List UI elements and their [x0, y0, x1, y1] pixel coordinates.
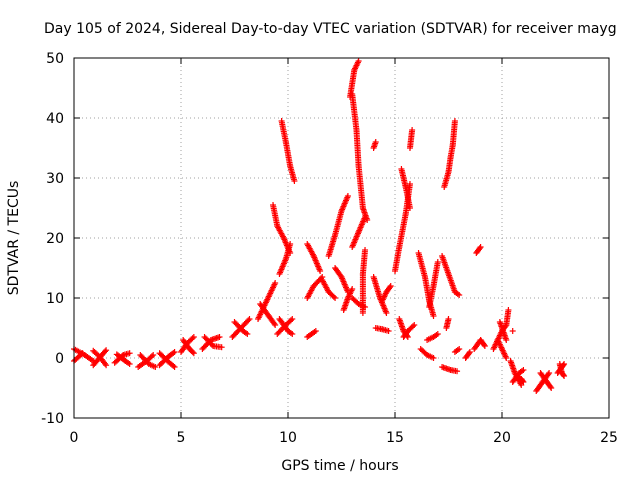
- data-point: [190, 350, 197, 357]
- data-point: [103, 347, 110, 354]
- data-point: [520, 367, 527, 373]
- data-point: [79, 350, 86, 357]
- data-point: [546, 370, 553, 376]
- data-point: [481, 343, 488, 349]
- chart-title: Day 105 of 2024, Sidereal Day-to-day VTE…: [44, 21, 617, 37]
- data-point: [383, 310, 390, 316]
- y-tick-label: 40: [46, 111, 64, 127]
- data-point: [385, 328, 392, 334]
- data-point: [411, 322, 418, 328]
- data-point: [456, 292, 463, 298]
- x-tick-label: 10: [279, 430, 297, 446]
- data-point: [78, 351, 85, 358]
- data-point: [317, 268, 324, 274]
- data-point: [445, 316, 452, 322]
- data-point: [244, 331, 251, 337]
- y-tick-label: 10: [46, 291, 64, 307]
- x-axis-label: GPS time / hours: [281, 458, 398, 474]
- tick-labels: 0 5 10 15 20 25 -10 0 10 20 30 40 50: [41, 51, 618, 446]
- data-point: [344, 193, 351, 199]
- data-point: [171, 364, 178, 370]
- plot-frame: [73, 57, 610, 419]
- data-point: [387, 283, 394, 289]
- data-point: [386, 284, 393, 291]
- data-point: [126, 361, 133, 367]
- data-point: [272, 280, 279, 286]
- data-point: [312, 328, 319, 334]
- data-point: [434, 259, 441, 265]
- x-tick-label: 0: [70, 430, 79, 446]
- y-tick-label: 50: [46, 51, 64, 67]
- data-point: [560, 372, 567, 378]
- data-point: [189, 349, 196, 356]
- data-point: [246, 316, 253, 322]
- data-point: [170, 349, 177, 356]
- data-point: [406, 145, 413, 151]
- data-point: [245, 317, 252, 324]
- data-point: [362, 247, 369, 253]
- data-point: [456, 346, 463, 352]
- data-point: [503, 337, 510, 343]
- data-point: [332, 295, 339, 301]
- data-point: [216, 334, 223, 340]
- data-point: [372, 139, 379, 145]
- data-point: [519, 378, 526, 384]
- data-point: [271, 320, 278, 327]
- data-point: [218, 344, 225, 351]
- data-point: [349, 286, 356, 292]
- x-tick-label: 20: [493, 430, 511, 446]
- data-point: [561, 373, 568, 379]
- data-point: [430, 355, 437, 361]
- data-point: [287, 241, 294, 247]
- data-point: [355, 58, 362, 64]
- y-tick-label: 30: [46, 171, 64, 187]
- data-point: [190, 334, 197, 340]
- data-point: [466, 349, 473, 355]
- data-point: [148, 353, 155, 360]
- data-points: [71, 58, 568, 394]
- data-point: [126, 350, 133, 357]
- data-point: [477, 244, 484, 250]
- data-point: [454, 368, 461, 375]
- data-point: [152, 364, 159, 370]
- data-point: [102, 348, 109, 355]
- data-point: [509, 328, 516, 334]
- data-point: [406, 181, 413, 187]
- data-point: [170, 362, 177, 369]
- data-point: [481, 341, 488, 348]
- data-point: [189, 335, 196, 342]
- data-point: [330, 293, 337, 300]
- data-point: [291, 178, 298, 184]
- data-point: [430, 313, 437, 319]
- data-point: [503, 355, 510, 361]
- data-point: [289, 316, 296, 322]
- x-tick-label: 25: [600, 430, 618, 446]
- data-point: [362, 214, 369, 220]
- data-point: [451, 118, 458, 124]
- data-point: [171, 349, 178, 355]
- data-point: [103, 362, 110, 369]
- grid-lines: [74, 58, 609, 418]
- data-point: [476, 245, 483, 252]
- data-point: [272, 322, 279, 328]
- y-tick-label: -10: [41, 411, 64, 427]
- y-tick-label: 0: [55, 351, 64, 367]
- x-tick-label: 5: [177, 430, 186, 446]
- x-tick-label: 15: [386, 430, 404, 446]
- data-point: [548, 385, 555, 391]
- y-tick-label: 20: [46, 231, 64, 247]
- data-point: [466, 350, 473, 357]
- data-point: [545, 371, 552, 378]
- data-point: [505, 307, 512, 313]
- data-point: [409, 323, 416, 330]
- data-point: [287, 317, 294, 324]
- data-point: [434, 331, 441, 337]
- y-axis-label: SDTVAR / TECUs: [6, 181, 22, 296]
- data-point: [289, 331, 296, 337]
- data-point: [150, 352, 157, 358]
- data-point: [520, 379, 527, 385]
- data-point: [406, 205, 413, 211]
- data-point: [547, 383, 554, 390]
